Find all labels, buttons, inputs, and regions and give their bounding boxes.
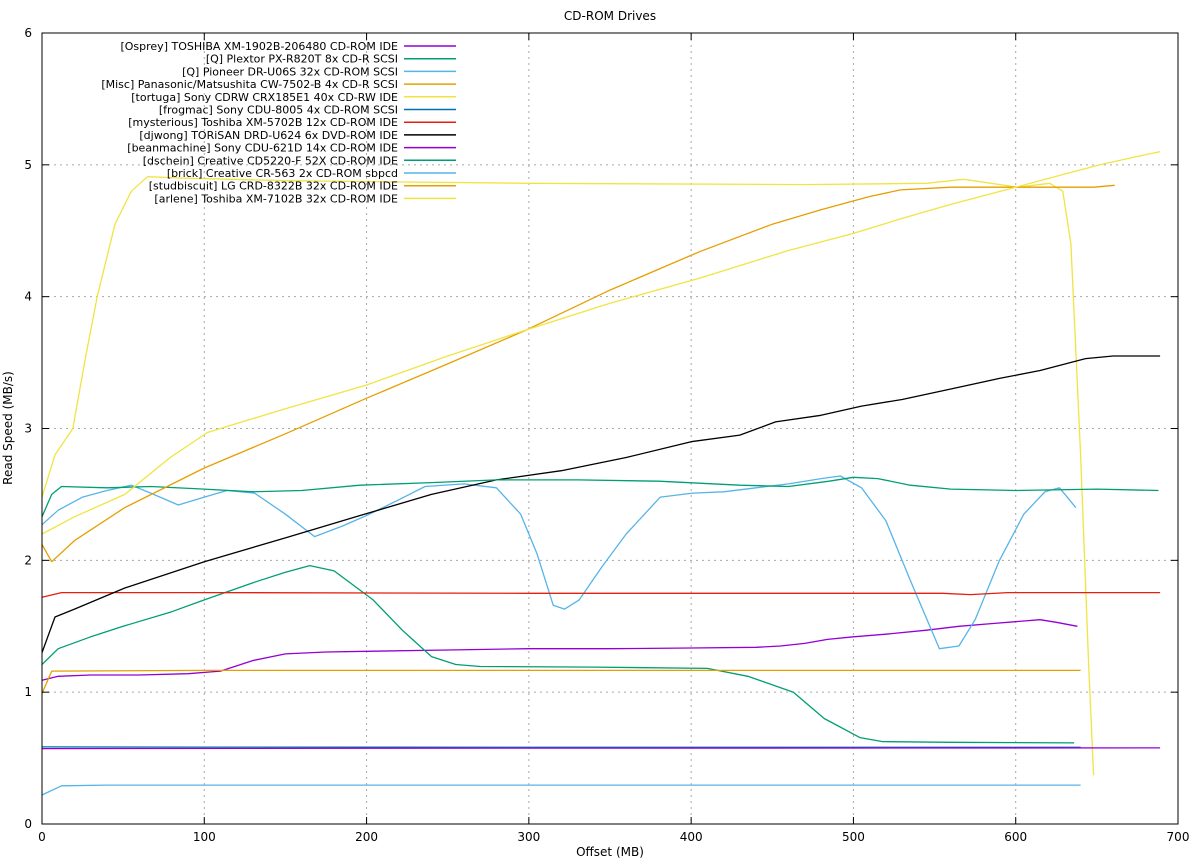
x-tick-label: 100 bbox=[193, 830, 216, 844]
y-tick-label: 3 bbox=[24, 422, 32, 436]
legend-label-0: [Osprey] TOSHIBA XM-1902B-206480 CD-ROM … bbox=[120, 40, 398, 53]
series-line-10 bbox=[41, 784, 1081, 796]
legend: [Osprey] TOSHIBA XM-1902B-206480 CD-ROM … bbox=[101, 40, 456, 205]
y-tick-label: 6 bbox=[24, 26, 32, 40]
x-tick-label: 200 bbox=[355, 830, 378, 844]
series-line-12 bbox=[41, 150, 1161, 535]
series-line-2 bbox=[41, 475, 1077, 650]
y-tick-label: 4 bbox=[24, 290, 32, 304]
series-line-3 bbox=[41, 669, 1081, 694]
series-line-8 bbox=[41, 747, 1161, 750]
legend-label-6: [mysterious] Toshiba XM-5702B 12x CD-ROM… bbox=[128, 116, 398, 129]
series-line-4 bbox=[41, 176, 1095, 776]
legend-label-5: [frogmac] Sony CDU-8005 4x CD-ROM SCSI bbox=[159, 104, 398, 117]
legend-label-2: [Q] Pioneer DR-U06S 32x CD-ROM SCSI bbox=[182, 65, 398, 78]
series-line-7 bbox=[41, 355, 1161, 653]
legend-label-10: [brick] Creative CR-563 2x CD-ROM sbpcd bbox=[167, 167, 398, 180]
legend-label-1: [Q] Plextor PX-R820T 8x CD-R SCSI bbox=[206, 53, 398, 66]
series-line-1 bbox=[41, 564, 1075, 744]
legend-label-12: [arlene] Toshiba XM-7102B 32x CD-ROM IDE bbox=[154, 192, 398, 205]
series-line-6 bbox=[41, 591, 1161, 598]
y-tick-label: 1 bbox=[24, 685, 32, 699]
tick-labels: 0 100 200 300 400 500 600 700 0 1 2 3 4 5 6 bbox=[24, 26, 1189, 844]
x-tick-label: 0 bbox=[38, 830, 46, 844]
legend-label-9: [dschein] Creative CD5220-F 52X CD-ROM I… bbox=[143, 154, 398, 167]
x-tick-label: 600 bbox=[1004, 830, 1027, 844]
legend-label-8: [beanmachine] Sony CDU-621D 14x CD-ROM I… bbox=[127, 142, 398, 155]
legend-label-4: [tortuga] Sony CDRW CRX185E1 40x CD-RW I… bbox=[131, 91, 398, 104]
y-axis-label: Read Speed (MB/s) bbox=[1, 371, 15, 485]
y-tick-label: 2 bbox=[24, 553, 32, 567]
x-tick-label: 700 bbox=[1167, 830, 1190, 844]
series-line-9 bbox=[41, 476, 1159, 518]
y-tick-label: 5 bbox=[24, 158, 32, 172]
series-line-11 bbox=[41, 184, 1115, 563]
series-line-0 bbox=[41, 619, 1078, 681]
x-axis-label: Offset (MB) bbox=[576, 845, 644, 859]
x-tick-label: 500 bbox=[842, 830, 865, 844]
legend-label-11: [studbiscuit] LG CRD-8322B 32x CD-ROM ID… bbox=[149, 180, 398, 193]
data-series bbox=[41, 150, 1161, 796]
chart-title: CD-ROM Drives bbox=[564, 9, 656, 23]
x-tick-label: 300 bbox=[517, 830, 540, 844]
legend-label-7: [djwong] TORiSAN DRD-U624 6x DVD-ROM IDE bbox=[139, 129, 398, 142]
axis-ticks bbox=[41, 32, 1179, 825]
x-tick-label: 400 bbox=[680, 830, 703, 844]
legend-label-3: [Misc] Panasonic/Matsushita CW-7502-B 4x… bbox=[101, 78, 398, 91]
y-tick-label: 0 bbox=[24, 817, 32, 831]
